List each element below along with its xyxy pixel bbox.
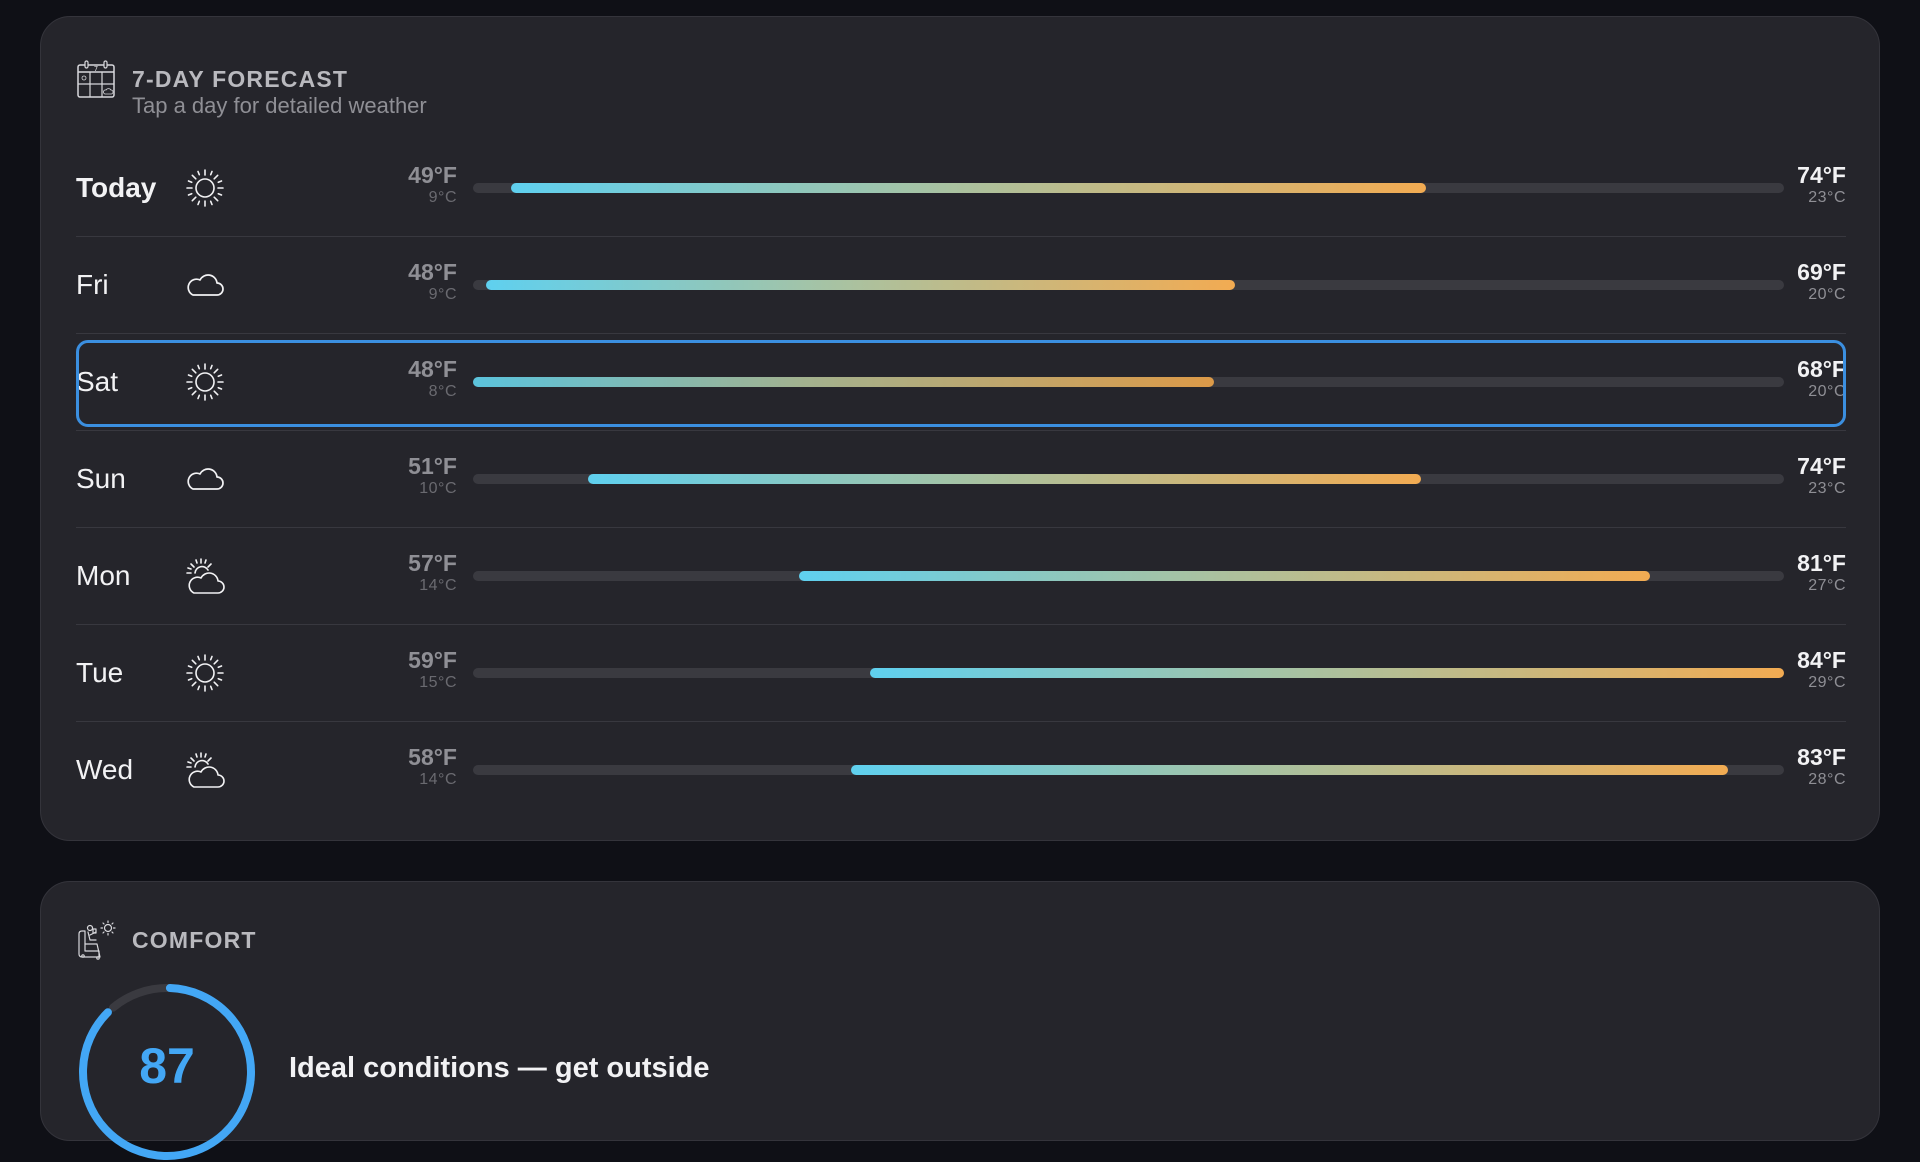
temp-range-bar xyxy=(588,474,1421,484)
temp-range-bar xyxy=(511,183,1427,193)
low-temp-c: 14°C xyxy=(419,577,457,594)
low-temp-f: 49°F xyxy=(408,162,457,188)
partly-cloudy-icon xyxy=(186,752,225,788)
high-temp-c: 29°C xyxy=(1808,674,1846,691)
high-temp-c: 27°C xyxy=(1808,577,1846,594)
gauge-track xyxy=(79,984,255,1160)
day-label: Sat xyxy=(76,366,119,397)
high-temp-c: 20°C xyxy=(1808,383,1846,400)
temp-range-track xyxy=(473,571,1784,581)
temp-range-track xyxy=(473,183,1784,193)
day-label: Tue xyxy=(76,657,124,688)
comfort-card: COMFORT 87 Ideal conditions — get outsid… xyxy=(40,881,1880,1160)
low-temp-c: 8°C xyxy=(428,383,457,400)
high-temp: 74°F 23°C xyxy=(1797,453,1846,499)
day-row-fri[interactable]: Fri 48°F 9°C 69°F 20°C xyxy=(76,237,1846,334)
calendar-icon: 7 xyxy=(77,60,115,98)
low-temp: 51°F 10°C xyxy=(408,453,457,499)
day-row-mon[interactable]: Mon 57°F 14°C 81°F 27°C xyxy=(76,528,1846,625)
comfort-header: COMFORT xyxy=(76,918,257,960)
temp-range-bar xyxy=(870,668,1784,678)
forecast-header: 7 7-DAY FORECAST Tap a day for detailed … xyxy=(76,57,427,120)
low-temp-f: 48°F xyxy=(408,356,457,382)
high-temp-f: 74°F xyxy=(1797,453,1846,479)
temp-range-track xyxy=(473,377,1784,387)
sun-icon xyxy=(186,654,224,692)
high-temp-c: 20°C xyxy=(1808,286,1846,303)
high-temp-f: 84°F xyxy=(1797,647,1846,673)
armchair-sun-icon xyxy=(78,920,116,960)
low-temp-c: 9°C xyxy=(428,286,457,303)
high-temp: 74°F 23°C xyxy=(1797,162,1846,208)
cloud-icon xyxy=(187,274,224,296)
forecast-day-list: Today 49°F 9°C 74°F 23°C Fri 48°F 9°C 69°F 2… xyxy=(76,140,1846,819)
high-temp-c: 23°C xyxy=(1808,480,1846,497)
forecast-card: 7 7-DAY FORECAST Tap a day for detailed … xyxy=(40,16,1880,841)
high-temp-c: 28°C xyxy=(1808,771,1846,788)
comfort-title: COMFORT xyxy=(132,927,257,953)
temp-range-bar xyxy=(473,377,1214,387)
svg-text:7: 7 xyxy=(94,65,98,73)
high-temp: 81°F 27°C xyxy=(1797,550,1846,596)
forecast-subtitle: Tap a day for detailed weather xyxy=(132,93,427,118)
comfort-message: Ideal conditions — get outside xyxy=(289,1052,710,1084)
low-temp-c: 9°C xyxy=(428,189,457,206)
temp-range-bar xyxy=(486,280,1235,290)
sun-icon xyxy=(186,169,224,207)
high-temp: 84°F 29°C xyxy=(1797,647,1846,693)
temp-range-bar xyxy=(850,765,1728,775)
low-temp-c: 10°C xyxy=(419,480,457,497)
sun-icon xyxy=(186,363,224,401)
low-temp: 59°F 15°C xyxy=(408,647,457,693)
day-label: Today xyxy=(76,172,157,203)
low-temp: 57°F 14°C xyxy=(408,550,457,596)
high-temp-f: 81°F xyxy=(1797,550,1846,576)
high-temp-f: 83°F xyxy=(1797,744,1846,770)
low-temp-c: 15°C xyxy=(419,674,457,691)
comfort-score: 87 xyxy=(139,1038,195,1094)
day-label: Sun xyxy=(76,463,126,494)
temp-range-track xyxy=(473,765,1784,775)
temp-range-bar xyxy=(799,571,1651,581)
day-label: Fri xyxy=(76,269,109,300)
high-temp: 69°F 20°C xyxy=(1797,259,1846,305)
high-temp: 68°F 20°C xyxy=(1797,356,1846,402)
low-temp: 49°F 9°C xyxy=(408,162,457,208)
day-row-tue[interactable]: Tue 59°F 15°C 84°F 29°C xyxy=(76,625,1846,722)
low-temp-f: 51°F xyxy=(408,453,457,479)
low-temp: 58°F 14°C xyxy=(408,744,457,790)
high-temp-f: 69°F xyxy=(1797,259,1846,285)
low-temp-f: 58°F xyxy=(408,744,457,770)
day-label: Mon xyxy=(76,560,131,591)
high-temp-f: 74°F xyxy=(1797,162,1846,188)
day-row-today[interactable]: Today 49°F 9°C 74°F 23°C xyxy=(76,140,1846,237)
high-temp-f: 68°F xyxy=(1797,356,1846,382)
temp-range-track xyxy=(473,280,1784,290)
day-label: Wed xyxy=(76,754,134,785)
low-temp: 48°F 8°C xyxy=(408,356,457,402)
low-temp-f: 48°F xyxy=(408,259,457,285)
low-temp: 48°F 9°C xyxy=(408,259,457,305)
low-temp-f: 57°F xyxy=(408,550,457,576)
partly-cloudy-icon xyxy=(186,558,225,594)
cloud-icon xyxy=(187,468,224,490)
high-temp-c: 23°C xyxy=(1808,189,1846,206)
high-temp: 83°F 28°C xyxy=(1797,744,1846,790)
forecast-title: 7-DAY FORECAST xyxy=(132,66,349,92)
low-temp-f: 59°F xyxy=(408,647,457,673)
temp-range-track xyxy=(473,668,1784,678)
day-row-sun[interactable]: Sun 51°F 10°C 74°F 23°C xyxy=(76,431,1846,528)
day-row-wed[interactable]: Wed 58°F 14°C 83°F 28°C xyxy=(76,722,1846,819)
low-temp-c: 14°C xyxy=(419,771,457,788)
day-row-sat[interactable]: Sat 48°F 8°C 68°F 20°C xyxy=(76,334,1846,431)
temp-range-track xyxy=(473,474,1784,484)
